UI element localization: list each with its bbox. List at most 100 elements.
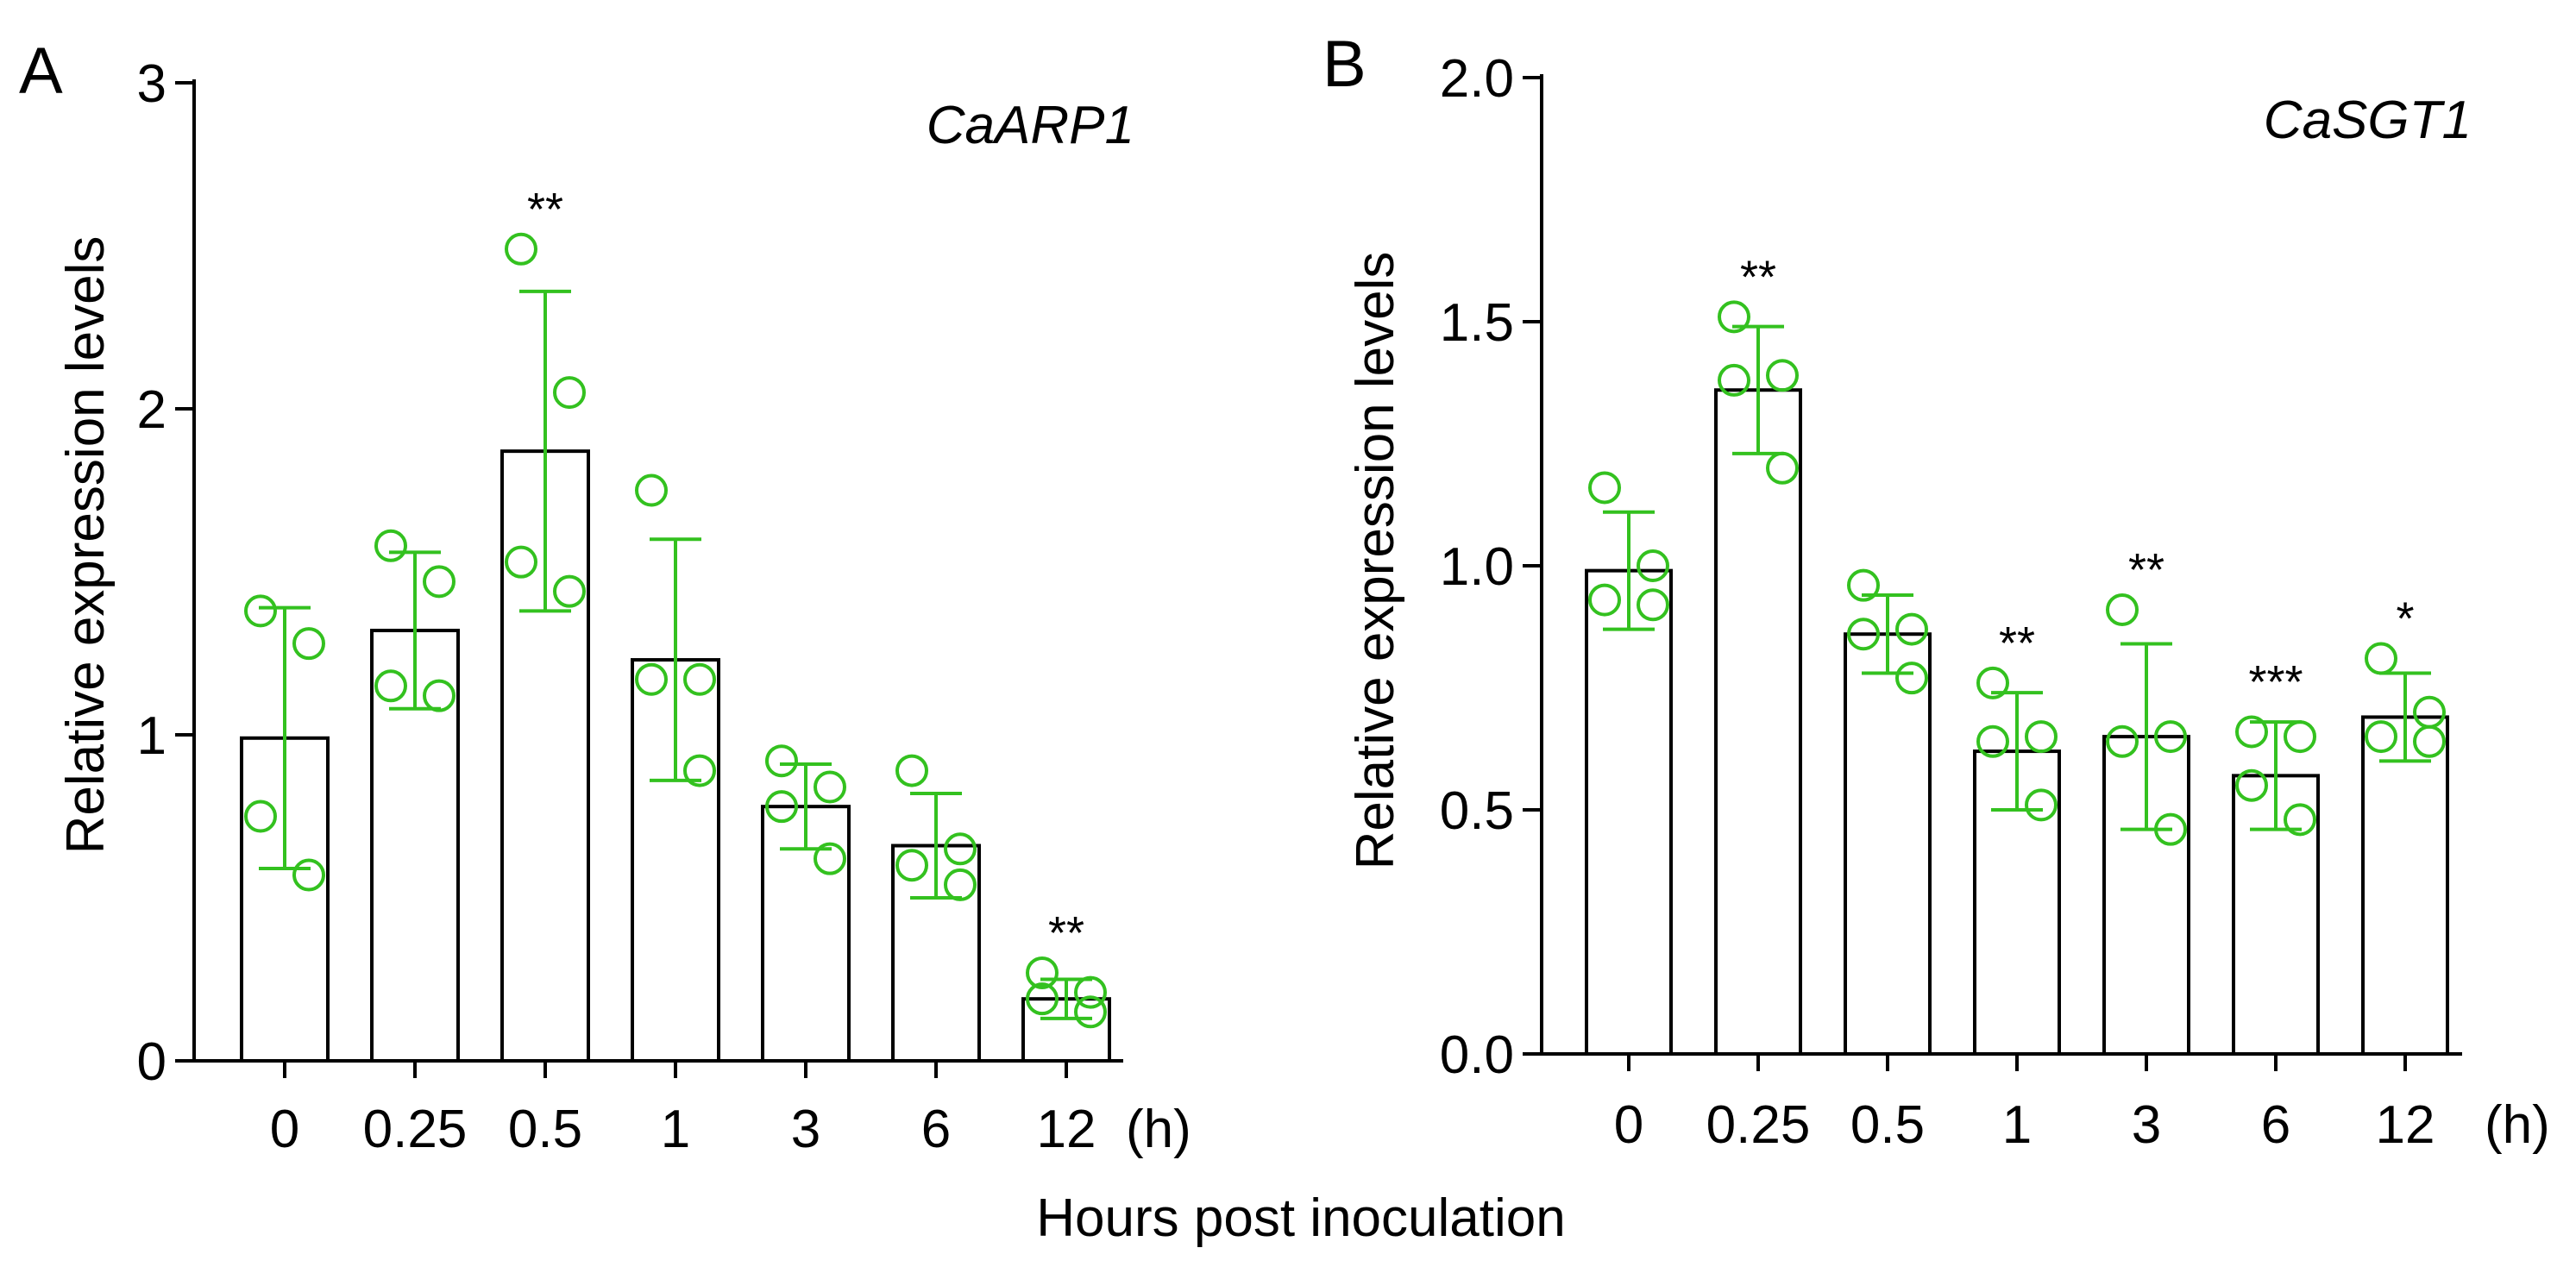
- panel-a-data-point: [244, 800, 277, 833]
- panel-b-significance-marker: ***: [2248, 656, 2303, 708]
- panel-b-bar: [1844, 632, 1932, 1056]
- panel-a-x-unit-label: (h): [1126, 1100, 1191, 1159]
- panel-b-error-bar: [1862, 593, 1913, 675]
- panel-b: B CaSGT1 Relative expression levels (h) …: [1323, 28, 2550, 1155]
- panel-a-data-point: [635, 662, 668, 696]
- panel-b-error-bar: [1991, 691, 2043, 812]
- panel-b-data-point: [1588, 471, 1621, 505]
- panel-b-data-point: [2154, 720, 2187, 754]
- panel-a-letter: A: [19, 34, 63, 108]
- panel-b-x-unit-label: (h): [2485, 1095, 2550, 1155]
- shared-x-axis-title: Hours post inoculation: [1036, 1188, 1565, 1248]
- panel-a-significance-marker: **: [1048, 907, 1084, 959]
- panel-b-x-tick-label: 3: [2132, 1095, 2161, 1155]
- panel-b-data-point: [2365, 642, 2397, 675]
- panel-a-data-point: [1074, 995, 1107, 1029]
- panel-a-y-tick-label: 0: [137, 1032, 166, 1092]
- panel-b-data-point: [1637, 588, 1669, 622]
- panel-b-data-point: [1847, 618, 1880, 651]
- panel-b-letter: B: [1323, 28, 1367, 101]
- panel-a-data-point: [423, 679, 456, 712]
- panel-b-y-tick-label: 2.0: [1440, 49, 1514, 109]
- panel-a-gene-title: CaARP1: [927, 96, 1134, 155]
- panel-b-y-axis-title: Relative expression levels: [1346, 252, 1405, 870]
- panel-a-data-point: [1026, 982, 1059, 1016]
- panel-b-x-tick-label: 0: [1614, 1095, 1643, 1155]
- panel-a-significance-marker: **: [527, 184, 563, 235]
- panel-b-plot: 0.0 0.5 1.0 1.5 2.0 0 0.25 ** 0.5 1 ** 3 ** 6 *** 12 *: [1440, 49, 2462, 1155]
- panel-b-data-point: [2235, 715, 2268, 749]
- panel-b-x-tick-label: 0.25: [1706, 1095, 1811, 1155]
- panel-a-data-point: [505, 545, 537, 579]
- panel-a-error-bar: [650, 537, 701, 782]
- panel-b-bar: [1585, 568, 1673, 1056]
- panel-a-data-point: [895, 754, 928, 787]
- panel-a-data-point: [683, 754, 716, 787]
- panel-b-y-tick-label: 0.5: [1440, 781, 1514, 841]
- panel-a-data-point: [505, 232, 537, 266]
- panel-a: A CaARP1 Relative expression levels (h) …: [19, 34, 1191, 1159]
- panel-a-error-bar: [780, 762, 832, 851]
- panel-a-data-point: [944, 868, 977, 901]
- panel-b-data-point: [1766, 451, 1799, 485]
- panel-a-y-tick-label: 3: [137, 54, 166, 114]
- panel-b-data-point: [2284, 803, 2316, 837]
- panel-a-data-point: [553, 376, 586, 410]
- panel-b-data-point: [1588, 583, 1621, 617]
- panel-a-data-point: [374, 669, 407, 703]
- panel-a-y-axis-title: Relative expression levels: [56, 236, 116, 855]
- panel-b-error-bar: [1603, 510, 1655, 631]
- panel-a-data-point: [765, 744, 798, 778]
- panel-b-x-tick-label: 1: [2002, 1095, 2032, 1155]
- panel-a-data-point: [292, 627, 325, 661]
- panel-a-x-tick-label: 6: [921, 1100, 951, 1159]
- panel-b-x-tick-label: 12: [2376, 1095, 2435, 1155]
- panel-b-data-point: [1847, 568, 1880, 602]
- panel-a-y-tick-label: 1: [137, 706, 166, 766]
- panel-a-x-tick-label: 0.25: [363, 1100, 468, 1159]
- panel-b-bar: [2361, 715, 2449, 1057]
- panel-b-data-point: [2025, 720, 2058, 754]
- panel-a-data-point: [374, 529, 407, 562]
- panel-a-y-tick-label: 2: [137, 380, 166, 440]
- panel-a-data-point: [683, 662, 716, 696]
- panel-b-data-point: [1637, 549, 1669, 582]
- panel-a-x-tick-label: 1: [661, 1100, 690, 1159]
- panel-b-y-tick-label: 0.0: [1440, 1025, 1514, 1085]
- panel-b-data-point: [1895, 662, 1928, 695]
- panel-b-error-bar: [2120, 642, 2172, 831]
- panel-b-significance-marker: **: [1999, 618, 2035, 669]
- panel-b-data-point: [2106, 724, 2139, 758]
- panel-a-data-point: [553, 574, 586, 608]
- panel-a-data-point: [814, 770, 846, 804]
- panel-b-bar: [1714, 388, 1802, 1056]
- panel-b-data-point: [1895, 612, 1928, 646]
- panel-b-data-point: [2154, 812, 2187, 846]
- panel-a-data-point: [244, 594, 277, 628]
- panel-b-significance-marker: **: [2128, 544, 2164, 596]
- panel-b-data-point: [1718, 300, 1750, 334]
- panel-b-y-tick-label: 1.0: [1440, 537, 1514, 597]
- panel-b-data-point: [1718, 363, 1750, 397]
- panel-b-data-point: [2025, 788, 2058, 822]
- panel-b-x-tick-label: 0.5: [1850, 1095, 1925, 1155]
- panel-b-significance-marker: **: [1740, 251, 1776, 303]
- panel-b-x-tick-label: 6: [2261, 1095, 2290, 1155]
- panel-b-gene-title: CaSGT1: [2264, 91, 2472, 150]
- panel-b-data-point: [1976, 666, 2009, 699]
- panel-a-data-point: [895, 849, 928, 882]
- panel-a-data-point: [765, 790, 798, 824]
- panel-a-x-tick-label: 0: [270, 1100, 299, 1159]
- panel-a-data-point: [814, 842, 846, 875]
- panel-a-x-tick-label: 3: [791, 1100, 820, 1159]
- panel-a-data-point: [944, 832, 977, 866]
- panel-a-error-bar: [259, 605, 311, 870]
- panel-a-data-point: [635, 473, 668, 507]
- panel-a-data-point: [423, 565, 456, 599]
- panel-b-data-point: [2413, 724, 2446, 758]
- panel-b-significance-marker: *: [2396, 593, 2414, 645]
- panel-b-data-point: [1766, 359, 1799, 392]
- panel-a-data-point: [292, 858, 325, 892]
